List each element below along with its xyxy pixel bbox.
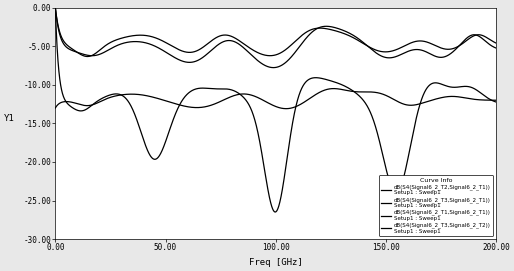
Y-axis label: Y1: Y1: [4, 114, 15, 123]
Legend: dB(S4(Signal6_2_T2,Signal6_2_T1))
Setup1 : Sweep1, dB(S4(Signal6_2_T3,Signal6_2_: dB(S4(Signal6_2_T2,Signal6_2_T1)) Setup1…: [379, 175, 493, 236]
X-axis label: Freq [GHz]: Freq [GHz]: [249, 258, 303, 267]
